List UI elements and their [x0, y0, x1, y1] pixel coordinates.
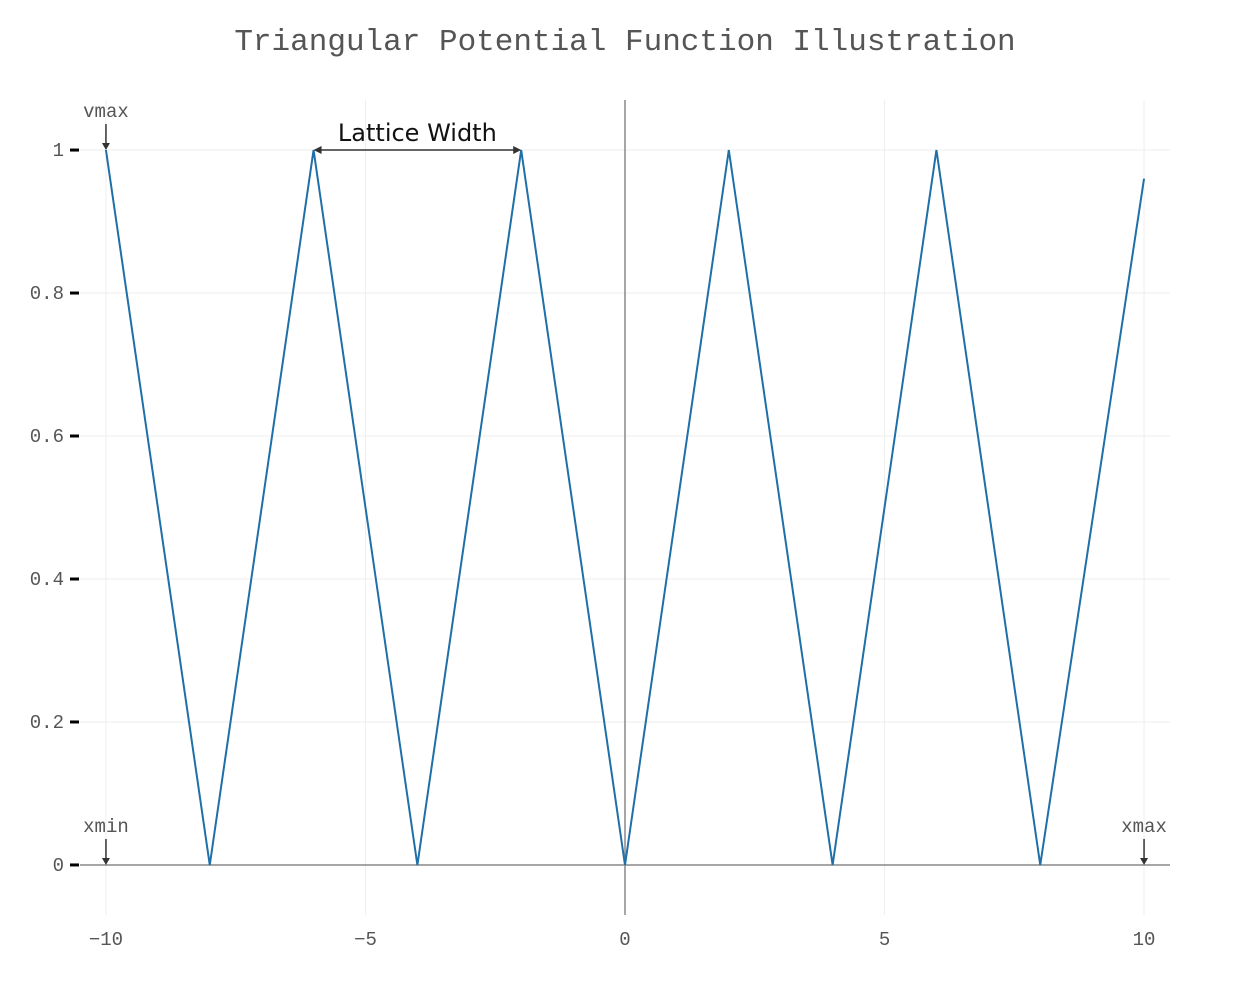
x-tick-label: 0 — [619, 929, 630, 951]
arrow-head — [1140, 858, 1148, 865]
y-tick-label: 0 — [53, 855, 64, 877]
y-tick-label: 1 — [53, 140, 64, 162]
x-tick-label: −5 — [354, 929, 377, 951]
arrow-head — [102, 858, 110, 865]
annotation-arrow-vmax — [102, 124, 110, 150]
x-tick-label: −10 — [89, 929, 123, 951]
y-tick-label: 0.4 — [30, 569, 64, 591]
annotation-xmin: xmin — [83, 816, 129, 838]
y-tick-label: 0.8 — [30, 283, 64, 305]
y-tick-label: 0.6 — [30, 426, 64, 448]
arrow-head — [102, 143, 110, 150]
annotation-arrow-xmin — [102, 839, 110, 865]
annotation-lattice-width: Lattice Width — [338, 119, 497, 147]
annotation-span-arrow — [314, 146, 522, 154]
y-tick-label: 0.2 — [30, 712, 64, 734]
chart-title: Triangular Potential Function Illustrati… — [234, 25, 1015, 60]
annotation-xmax: xmax — [1121, 816, 1167, 838]
x-tick-label: 5 — [879, 929, 890, 951]
annotation-arrow-xmax — [1140, 839, 1148, 865]
annotation-vmax: vmax — [83, 101, 129, 123]
x-tick-label: 10 — [1133, 929, 1156, 951]
axes: −10 −5 0 5 10 0 0.2 0.4 0.6 0.8 1 — [30, 100, 1170, 951]
